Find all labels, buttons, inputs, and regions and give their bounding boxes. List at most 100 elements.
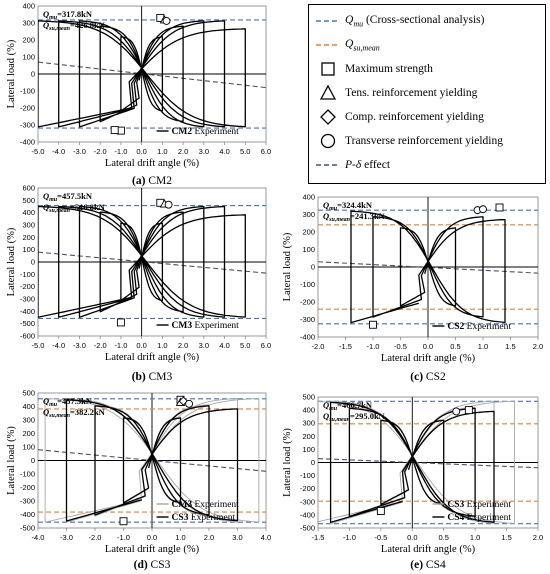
chart-cs2: -2.0 -1.5 -1.0 -0.5 0.0 0.5 1.0 1.5 2.0 -400 -300 -… [282,193,543,384]
x-tick-label: -3.0 [73,147,86,156]
y-tick-label: 200 [22,429,35,438]
transverse-yield-marker [479,205,487,214]
qmu-annotation: Qmu=457.3kN [43,396,93,408]
y-tick-label: 400 [302,193,315,202]
legend-symbol-triangle [315,84,341,102]
series-legend-label: CS3 Experiment [447,500,511,510]
transverse-yield-marker [185,399,194,408]
x-tick-label: -0.5 [394,342,407,351]
max-strength-marker [116,318,125,327]
panel-caption: (b) CM3 [132,371,173,383]
p-delta-line [38,61,266,89]
y-tick-label: 400 [22,208,35,217]
qmu-annotation: Qmu=317.8kN [43,9,93,21]
p-delta-line [38,449,266,472]
x-tick-label: 1.0 [157,341,167,350]
x-axis-title: Lateral drift angle (%) [381,544,476,555]
x-tick-label: 5.0 [240,341,250,350]
y-tick-label: -300 [20,295,35,304]
y-tick-label: 600 [22,184,35,193]
x-tick-label: -3.0 [73,341,86,350]
y-tick-label: -200 [300,484,315,493]
y-tick-label: -100 [20,87,35,96]
y-tick-label: 100 [22,245,35,254]
y-tick-label: -100 [300,471,315,480]
series-legend-label: CS3 Experiment [172,513,236,523]
panel-caption: (e) CS4 [410,559,446,571]
y-tick-label: 500 [302,393,315,402]
qsu-annotation: Qsu,mean=241.3kN [323,211,386,223]
qmu-annotation: Qmu=457.5kN [43,191,93,203]
y-axis-title: Lateral load (%) [6,39,17,108]
y-tick-label: -600 [20,332,35,341]
x-axis-title: Lateral drift angle (%) [381,353,476,364]
max-strength-marker [369,320,377,329]
max-strength-marker [495,203,504,212]
x-tick-label: 1.0 [470,533,480,542]
series-line-cm2 [38,20,246,128]
y-tick-label: 0 [311,458,315,467]
legend-box: Qmu (Cross-sectional analysis) Qsu,mean Ma… [308,4,546,184]
p-delta-line [318,261,538,274]
x-tick-label: 2.0 [533,533,543,542]
legend-symbol-dash [315,156,341,174]
y-tick-label: 100 [302,245,315,254]
series-legend-label: CM3 Experiment [172,321,240,331]
y-tick-label: -400 [300,510,315,519]
y-tick-label: -200 [20,483,35,492]
x-tick-label: 3.0 [199,341,209,350]
x-tick-label: -4.0 [52,147,65,156]
max-strength-marker [119,517,128,526]
y-tick-label: 0 [311,263,315,272]
x-tick-label: 0.0 [136,147,146,156]
y-tick-label: 400 [22,402,35,411]
qsu-annotation: Qsu,mean=382.2kN [43,407,106,419]
x-tick-label: -4.0 [32,533,45,542]
y-tick-label: 0 [31,456,35,465]
y-axis-title: Lateral load (%) [282,232,293,301]
qmu-annotation: Qmu=466.7kN [323,400,373,412]
x-tick-label: -2.0 [89,533,102,542]
y-tick-label: -500 [20,524,35,533]
x-tick-label: 2.0 [533,342,543,351]
legend-item: Qmu (Cross-sectional analysis) [315,12,484,30]
y-tick-label: -100 [20,470,35,479]
legend-item: P-δ effect [315,156,390,174]
y-tick-label: 0 [31,70,35,79]
x-tick-label: 0.5 [438,533,448,542]
panel-caption: (d) CS3 [134,559,171,571]
x-tick-label: 4.0 [261,533,271,542]
x-tick-label: 3.0 [199,147,209,156]
x-axis-title: Lateral drift angle (%) [105,158,200,169]
max-strength-marker [376,507,385,515]
x-axis-title: Lateral drift angle (%) [105,352,200,363]
max-strength-marker [464,406,473,415]
y-tick-label: -100 [20,270,35,279]
x-tick-label: 6.0 [261,147,271,156]
series-line-cs4 [329,401,495,524]
legend-label: Qmu (Cross-sectional analysis) [345,13,485,29]
y-tick-label: -400 [20,138,35,147]
x-tick-label: -1.0 [117,533,130,542]
transverse-yield-marker [162,17,171,25]
series-line-cs2 [350,210,506,324]
legend-item: Transverse reinforcement yielding [315,132,503,150]
y-tick-label: -300 [300,315,315,324]
chart-cm3: -5.0 -4.0 -3.0 -2.0 -1.0 0.0 1.0 2.0 3.0 4.0 5.0 6.… [6,184,271,384]
series-legend-label: CS2 Experiment [447,322,511,332]
y-tick-label: 100 [302,445,315,454]
x-tick-label: 5.0 [240,147,250,156]
legend-label: Tens. reinforcement yielding [345,87,478,99]
y-tick-label: -200 [20,104,35,113]
y-axis-title: Lateral load (%) [6,227,17,296]
y-tick-label: 400 [22,2,35,11]
x-tick-label: 2.0 [178,341,188,350]
x-tick-label: 0.0 [136,341,146,350]
y-tick-label: 200 [302,228,315,237]
series-legend-label: CS4 Experiment [447,513,511,523]
x-tick-label: -1.0 [114,341,127,350]
y-tick-label: -100 [300,280,315,289]
y-tick-label: 100 [22,443,35,452]
y-tick-label: 0 [31,258,35,267]
